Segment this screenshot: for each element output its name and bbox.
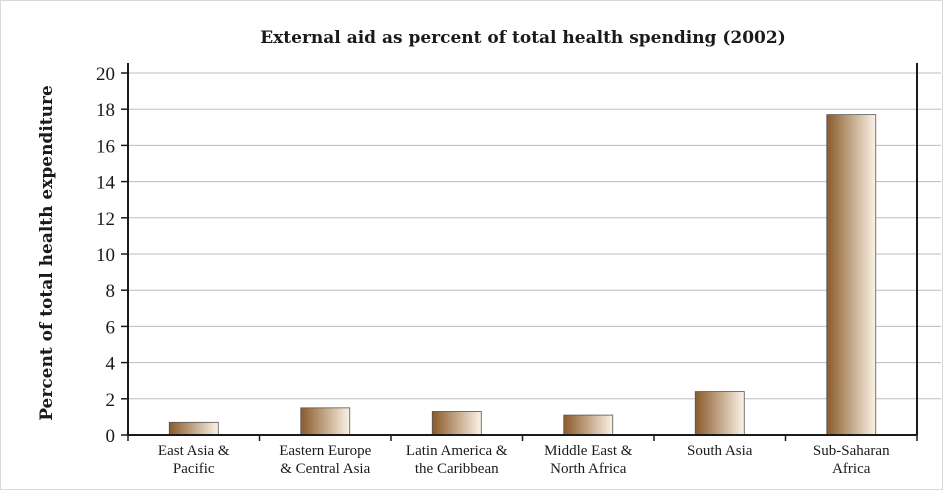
bars [168, 114, 877, 436]
gridlines [128, 72, 941, 400]
y-tick-label: 4 [106, 354, 116, 375]
x-tick-label: Latin America & [406, 443, 508, 459]
y-tick-label: 20 [96, 64, 115, 85]
axes [121, 63, 918, 441]
x-tick-label: Africa [832, 461, 871, 477]
y-tick-label: 16 [96, 136, 115, 157]
bar [431, 411, 482, 436]
y-tick-label: 12 [96, 209, 115, 230]
y-tick-label: 8 [106, 281, 116, 302]
y-axis-label: Percent of total health expenditure [37, 85, 57, 421]
x-tick-label: the Caribbean [415, 461, 499, 477]
bar [694, 391, 745, 436]
x-tick-label: Sub-Saharan [813, 443, 890, 459]
y-tick-label: 2 [106, 390, 116, 411]
x-tick-label: North Africa [550, 461, 627, 477]
x-tick-label: Pacific [173, 461, 215, 477]
x-tick-label: Middle East & [544, 443, 633, 459]
y-tick-label: 14 [96, 173, 116, 194]
y-tick-label: 10 [96, 245, 115, 266]
bar [563, 414, 614, 436]
bar [168, 421, 219, 436]
x-tick-label: East Asia & [158, 443, 230, 459]
y-tick-label: 0 [106, 426, 116, 447]
tick-labels: 0 2 4 6 8 10 12 14 16 18 20 East Asia & Pacific Easte… [96, 64, 890, 477]
y-tick-label: 18 [96, 100, 115, 121]
bar [826, 114, 877, 436]
bar [300, 407, 351, 436]
x-tick-label: South Asia [687, 443, 753, 459]
y-tick-label: 6 [106, 317, 116, 338]
chart-title: External aid as percent of total health … [260, 28, 786, 48]
x-tick-label: & Central Asia [280, 461, 370, 477]
x-tick-label: Eastern Europe [279, 443, 371, 459]
